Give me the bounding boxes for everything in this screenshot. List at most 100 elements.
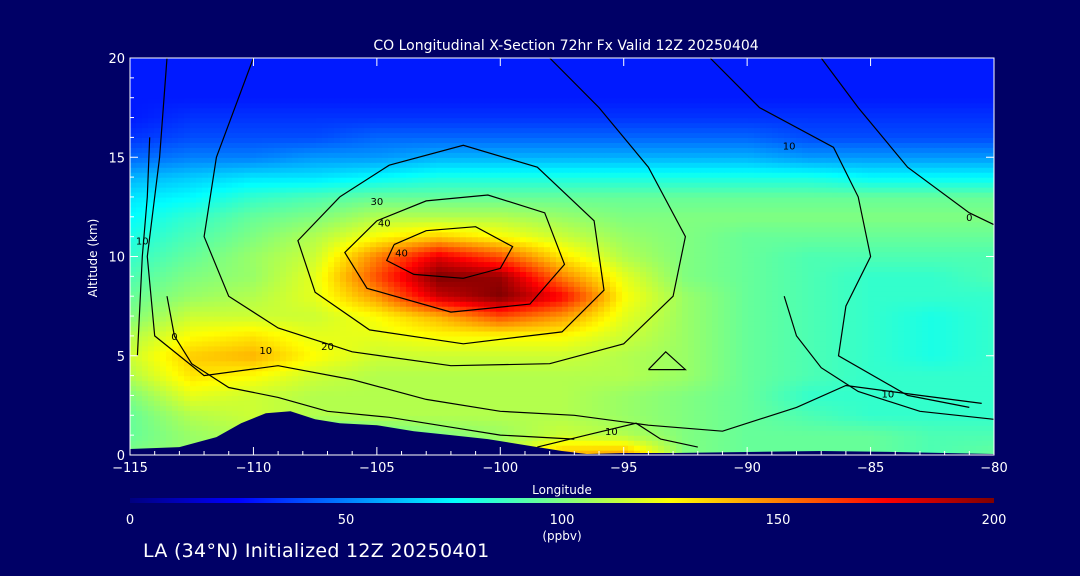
heat-cell bbox=[658, 345, 665, 352]
heat-cell bbox=[148, 415, 155, 421]
heat-cell bbox=[346, 316, 353, 322]
heat-cell bbox=[178, 405, 185, 411]
heat-cell bbox=[466, 291, 473, 297]
heat-cell bbox=[610, 316, 617, 322]
heat-cell bbox=[760, 430, 767, 436]
heat-cell bbox=[532, 390, 539, 397]
heat-cell bbox=[988, 286, 994, 292]
heat-cell bbox=[238, 345, 245, 352]
heat-cell bbox=[724, 296, 731, 302]
heat-cell bbox=[766, 365, 773, 372]
heat-cell bbox=[262, 330, 269, 337]
heat-cell bbox=[796, 425, 803, 431]
heat-cell bbox=[796, 355, 803, 362]
heat-cell bbox=[472, 375, 479, 382]
heat-cell bbox=[934, 365, 941, 372]
heat-cell bbox=[472, 321, 479, 327]
heat-cell bbox=[958, 405, 965, 411]
heat-cell bbox=[700, 335, 707, 342]
heat-cell bbox=[322, 355, 329, 362]
heat-cell bbox=[838, 445, 845, 451]
heat-cell bbox=[472, 296, 479, 302]
heat-cell bbox=[712, 380, 719, 387]
heat-cell bbox=[520, 370, 527, 377]
heat-cell bbox=[640, 311, 647, 317]
heat-cell bbox=[556, 420, 563, 426]
heat-cell bbox=[310, 330, 317, 337]
heat-cell bbox=[376, 415, 383, 421]
heat-cell bbox=[712, 335, 719, 342]
heat-cell bbox=[886, 400, 893, 406]
heat-cell bbox=[718, 345, 725, 352]
heat-cell bbox=[250, 291, 257, 297]
heat-cell bbox=[310, 306, 317, 312]
heat-cell bbox=[208, 385, 215, 392]
heat-cell bbox=[856, 370, 863, 377]
heat-cell bbox=[922, 370, 929, 377]
heat-cell bbox=[184, 420, 191, 426]
heat-cell bbox=[940, 360, 947, 367]
heat-cell bbox=[214, 360, 221, 367]
heat-cell bbox=[670, 365, 677, 372]
heat-cell bbox=[814, 440, 821, 446]
heat-cell bbox=[400, 380, 407, 387]
heat-cell bbox=[922, 445, 929, 451]
heat-cell bbox=[418, 360, 425, 367]
heat-cell bbox=[154, 395, 161, 402]
heat-cell bbox=[358, 380, 365, 387]
heat-cell bbox=[496, 345, 503, 352]
heat-cell bbox=[736, 296, 743, 302]
heat-cell bbox=[880, 306, 887, 312]
heat-cell bbox=[430, 350, 437, 357]
heat-cell bbox=[556, 405, 563, 411]
heat-cell bbox=[280, 405, 287, 411]
heat-cell bbox=[934, 450, 941, 455]
heat-cell bbox=[562, 355, 569, 362]
heat-cell bbox=[436, 291, 443, 297]
heat-cell bbox=[808, 355, 815, 362]
heat-cell bbox=[640, 345, 647, 352]
heat-cell bbox=[874, 325, 881, 332]
heat-cell bbox=[766, 375, 773, 382]
heat-cell bbox=[334, 395, 341, 402]
heat-cell bbox=[436, 325, 443, 332]
heat-cell bbox=[928, 435, 935, 441]
heat-cell bbox=[628, 400, 635, 406]
heat-cell bbox=[724, 301, 731, 307]
heat-cell bbox=[838, 415, 845, 421]
heat-cell bbox=[430, 301, 437, 307]
heat-cell bbox=[790, 400, 797, 406]
heat-cell bbox=[694, 291, 701, 297]
heat-cell bbox=[142, 425, 149, 431]
heat-cell bbox=[418, 410, 425, 416]
heat-cell bbox=[388, 410, 395, 416]
heat-cell bbox=[640, 390, 647, 397]
heat-cell bbox=[214, 375, 221, 382]
heat-cell bbox=[640, 440, 647, 446]
heat-cell bbox=[946, 430, 953, 436]
heat-cell bbox=[604, 400, 611, 406]
heat-cell bbox=[568, 380, 575, 387]
heat-cell bbox=[334, 355, 341, 362]
heat-cell bbox=[658, 435, 665, 441]
heat-cell bbox=[880, 301, 887, 307]
heat-cell bbox=[544, 395, 551, 402]
heat-cell bbox=[442, 335, 449, 342]
heat-cell bbox=[982, 370, 989, 377]
heat-cell bbox=[256, 286, 263, 292]
heat-cell bbox=[460, 350, 467, 357]
heat-cell bbox=[232, 415, 239, 421]
heat-cell bbox=[688, 296, 695, 302]
heat-cell bbox=[754, 301, 761, 307]
heat-cell bbox=[874, 335, 881, 342]
heat-cell bbox=[304, 350, 311, 357]
heat-cell bbox=[964, 330, 971, 337]
heat-cell bbox=[676, 306, 683, 312]
heat-cell bbox=[796, 345, 803, 352]
heat-cell bbox=[532, 385, 539, 392]
heat-cell bbox=[934, 370, 941, 377]
heat-cell bbox=[328, 335, 335, 342]
heat-cell bbox=[154, 400, 161, 406]
heat-cell bbox=[946, 311, 953, 317]
heat-cell bbox=[220, 390, 227, 397]
